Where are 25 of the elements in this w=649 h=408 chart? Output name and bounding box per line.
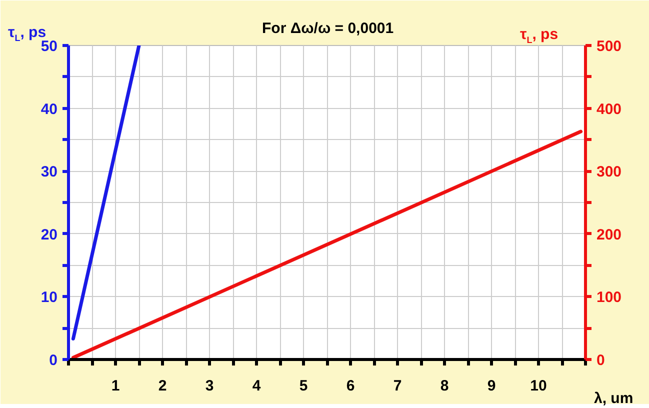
x-tick-label: 5	[299, 378, 308, 394]
x-tick-label: 8	[440, 378, 449, 394]
y2-tick-label: 100	[596, 289, 622, 306]
x-tick-label: 1	[111, 378, 120, 394]
y2-axis-title: τ$_{L}$, ps	[520, 25, 558, 47]
y-tick-label: 30	[40, 164, 58, 181]
y-tick-label: 10	[40, 289, 58, 306]
y-tick-label: 50	[40, 38, 58, 55]
y2-tick-label: 400	[596, 100, 622, 118]
x-tick-label: 6	[346, 378, 355, 394]
x-tick-label: 4	[252, 378, 262, 394]
y-tick-label: 20	[40, 226, 58, 244]
x-tick-label: 3	[205, 378, 214, 394]
x-tick-label: 9	[487, 378, 496, 394]
x-tick-label: 2	[158, 378, 167, 394]
chart-title: For Δω/ω = 0,0001	[262, 19, 394, 39]
x-tick-label: 10	[530, 378, 547, 394]
y-tick-label: 0	[49, 352, 58, 369]
y2-tick-label: 500	[596, 38, 622, 55]
y2-tick-label: 200	[596, 226, 622, 244]
y-tick-label: 40	[40, 100, 58, 118]
x-tick-label: 7	[393, 378, 402, 394]
y2-tick-label: 300	[596, 164, 622, 181]
y2-tick-label: 0	[596, 352, 605, 369]
x-axis-title: λ, um	[594, 389, 634, 408]
